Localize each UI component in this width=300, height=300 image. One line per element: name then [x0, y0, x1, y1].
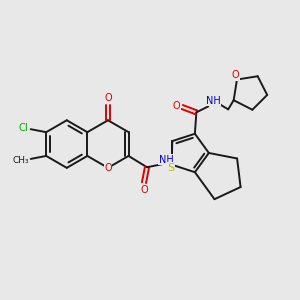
Text: O: O	[232, 70, 239, 80]
Text: CH₃: CH₃	[12, 156, 28, 165]
Text: O: O	[104, 93, 112, 103]
Text: S: S	[167, 163, 174, 173]
Text: O: O	[104, 163, 112, 173]
Text: NH: NH	[206, 96, 221, 106]
Text: NH: NH	[159, 155, 174, 165]
Text: O: O	[141, 185, 148, 195]
Text: Cl: Cl	[18, 123, 28, 133]
Text: O: O	[172, 100, 180, 110]
